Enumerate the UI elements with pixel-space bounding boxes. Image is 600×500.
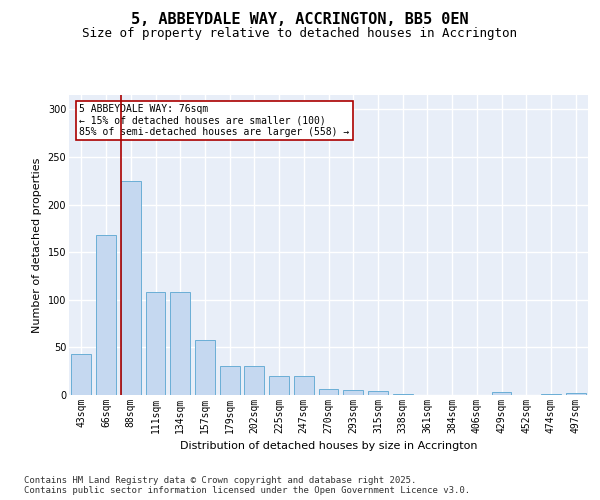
Text: Contains HM Land Registry data © Crown copyright and database right 2025.
Contai: Contains HM Land Registry data © Crown c… xyxy=(24,476,470,495)
Bar xyxy=(566,393,586,395)
Bar xyxy=(319,390,338,395)
Bar xyxy=(368,391,388,395)
Text: Size of property relative to detached houses in Accrington: Size of property relative to detached ho… xyxy=(83,28,517,40)
Bar xyxy=(491,392,511,395)
Bar xyxy=(121,180,140,395)
Text: 5, ABBEYDALE WAY, ACCRINGTON, BB5 0EN: 5, ABBEYDALE WAY, ACCRINGTON, BB5 0EN xyxy=(131,12,469,28)
Bar xyxy=(244,366,264,395)
Bar xyxy=(393,394,413,395)
X-axis label: Distribution of detached houses by size in Accrington: Distribution of detached houses by size … xyxy=(180,442,477,452)
Bar xyxy=(146,292,166,395)
Bar xyxy=(220,366,239,395)
Bar xyxy=(269,376,289,395)
Bar xyxy=(343,390,363,395)
Bar xyxy=(71,354,91,395)
Bar xyxy=(170,292,190,395)
Bar xyxy=(541,394,561,395)
Bar xyxy=(195,340,215,395)
Bar xyxy=(96,235,116,395)
Text: 5 ABBEYDALE WAY: 76sqm
← 15% of detached houses are smaller (100)
85% of semi-de: 5 ABBEYDALE WAY: 76sqm ← 15% of detached… xyxy=(79,104,350,137)
Y-axis label: Number of detached properties: Number of detached properties xyxy=(32,158,42,332)
Bar xyxy=(294,376,314,395)
